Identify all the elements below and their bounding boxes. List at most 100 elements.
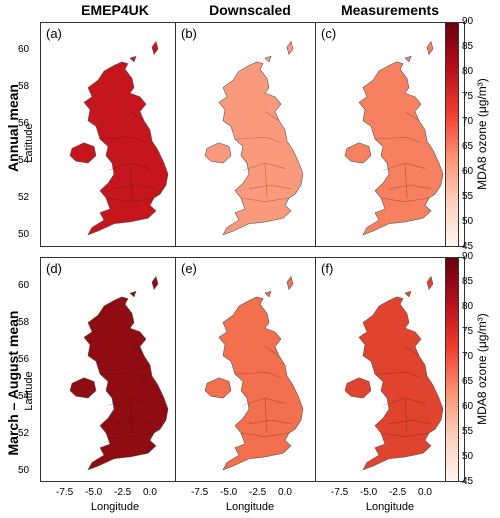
- x-axis-label: Longitude: [90, 501, 140, 513]
- region-boundary: [264, 398, 268, 434]
- column-title-measurements: Measurements: [340, 2, 440, 18]
- island-shape: [286, 275, 294, 291]
- region-boundary: [240, 432, 290, 437]
- region-boundary: [404, 111, 420, 121]
- y-tick: 56: [18, 354, 30, 365]
- panel-label: (d): [46, 261, 62, 276]
- y-tick: 60: [18, 44, 30, 55]
- colorbar-tick-label: 55: [462, 191, 474, 202]
- y-tick: 50: [18, 465, 30, 476]
- northern-ireland-shape: [69, 142, 97, 164]
- region-boundary: [234, 372, 282, 379]
- panel-label: (c): [321, 26, 337, 41]
- region-boundary: [242, 162, 286, 171]
- region-boundary: [129, 346, 145, 356]
- northern-ireland-shape: [344, 377, 372, 399]
- y-tick: 50: [18, 229, 30, 240]
- region-boundary: [248, 419, 292, 425]
- x-tick: -2.5: [114, 487, 132, 498]
- region-boundary: [129, 111, 145, 121]
- y-tick: 58: [18, 81, 30, 92]
- region-boundary: [264, 163, 268, 199]
- great-britain-shape: [83, 296, 169, 471]
- island-shape: [264, 55, 272, 63]
- x-tick: 0.0: [278, 487, 292, 498]
- colorbar-tick-label: 45: [462, 476, 474, 487]
- x-tick: -2.5: [249, 487, 267, 498]
- colorbar-tick-label: 65: [462, 141, 474, 152]
- island-shape: [286, 40, 294, 56]
- x-tick: -5.0: [85, 487, 103, 498]
- region-boundary: [234, 137, 282, 144]
- region-boundary: [113, 419, 157, 425]
- y-tick: 54: [18, 391, 30, 402]
- colorbar-title-top: MDA8 ozone (μg/m³): [475, 78, 489, 190]
- region-boundary: [404, 163, 408, 199]
- colorbar-title-bottom: MDA8 ozone (μg/m³): [475, 313, 489, 425]
- colorbar-tick-label: 65: [462, 376, 474, 387]
- colorbar-tick-label: 90: [462, 251, 474, 262]
- panel-label: (f): [321, 261, 334, 276]
- island-shape: [404, 290, 412, 298]
- region-boundary: [264, 111, 280, 121]
- x-axis-label: Longitude: [225, 501, 275, 513]
- x-tick: -7.5: [56, 487, 74, 498]
- uk-map: [204, 40, 304, 236]
- region-boundary: [105, 197, 155, 202]
- y-tick: 52: [18, 192, 30, 203]
- colorbar-tick-label: 75: [462, 91, 474, 102]
- island-shape: [129, 290, 137, 298]
- colorbar-top: [445, 22, 459, 247]
- island-shape: [151, 40, 159, 56]
- x-tick: -5.0: [360, 487, 378, 498]
- x-tick: 0.0: [418, 487, 432, 498]
- northern-ireland-shape: [69, 377, 97, 399]
- colorbar-tick-label: 90: [462, 16, 474, 27]
- colorbar-bottom: [445, 257, 459, 482]
- region-boundary: [107, 397, 151, 406]
- region-boundary: [374, 372, 422, 379]
- region-boundary: [99, 372, 147, 379]
- colorbar-tick-label: 75: [462, 326, 474, 337]
- region-boundary: [248, 184, 292, 190]
- region-boundary: [404, 346, 420, 356]
- colorbar-tick-label: 60: [462, 401, 474, 412]
- region-boundary: [382, 397, 426, 406]
- panel-label: (b): [181, 26, 197, 41]
- northern-ireland-shape: [204, 377, 232, 399]
- x-tick: -7.5: [331, 487, 349, 498]
- island-shape: [129, 55, 137, 63]
- region-boundary: [113, 184, 157, 190]
- region-boundary: [388, 184, 432, 190]
- colorbar-tick-label: 80: [462, 301, 474, 312]
- colorbar-tick-label: 55: [462, 426, 474, 437]
- uk-map: [344, 40, 444, 236]
- x-tick: -2.5: [389, 487, 407, 498]
- panel-label: (e): [181, 261, 197, 276]
- colorbar-tick-label: 85: [462, 41, 474, 52]
- colorbar-tick-label: 70: [462, 351, 474, 362]
- panel-label: (a): [46, 26, 62, 41]
- uk-map: [69, 40, 169, 236]
- island-shape: [151, 275, 159, 291]
- region-boundary: [380, 432, 430, 437]
- island-shape: [404, 55, 412, 63]
- great-britain-shape: [358, 61, 444, 236]
- region-boundary: [107, 162, 151, 171]
- x-tick: -7.5: [191, 487, 209, 498]
- northern-ireland-shape: [204, 142, 232, 164]
- uk-map: [69, 275, 169, 471]
- region-boundary: [382, 162, 426, 171]
- region-boundary: [99, 137, 147, 144]
- region-boundary: [374, 137, 422, 144]
- great-britain-shape: [83, 61, 169, 236]
- region-boundary: [129, 398, 133, 434]
- region-boundary: [105, 432, 155, 437]
- x-axis-label: Longitude: [365, 501, 415, 513]
- region-boundary: [380, 197, 430, 202]
- colorbar-tick-label: 45: [462, 241, 474, 252]
- region-boundary: [404, 398, 408, 434]
- uk-map: [204, 275, 304, 471]
- column-title-downscaled: Downscaled: [209, 2, 291, 18]
